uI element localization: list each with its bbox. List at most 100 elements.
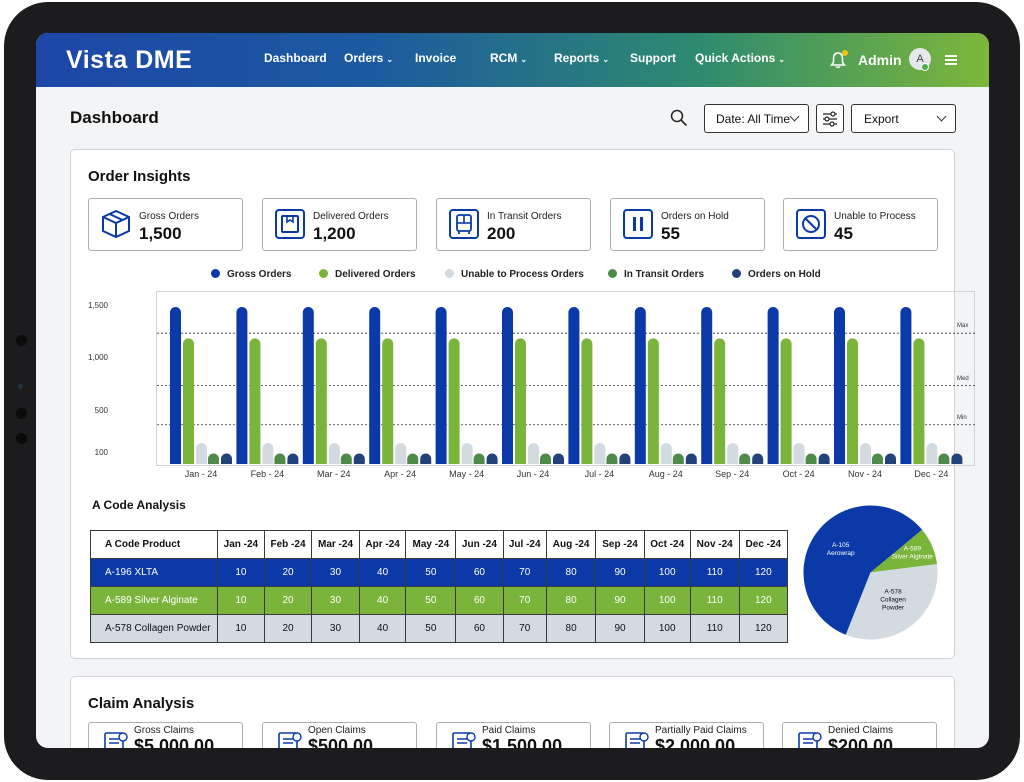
column-header[interactable]: Jun -24 [455,530,504,559]
bar[interactable] [606,453,618,464]
nav-dashboard[interactable]: Dashboard [264,51,327,65]
bar[interactable] [328,443,340,464]
nav-reports[interactable]: Reports ⌄ [554,51,610,65]
legend-delivered-orders[interactable]: Delivered Orders [319,269,416,280]
bar[interactable] [780,338,792,464]
filter-settings-button[interactable] [816,104,844,133]
bar[interactable] [660,443,672,464]
nav-rcm[interactable]: RCM ⌄ [490,51,528,65]
bar[interactable] [448,338,460,464]
table-row[interactable]: A-196 XLTA 10 20 30 40 50 60 70 80 90 100 110 120 [90,558,789,587]
bar[interactable] [473,453,485,464]
claim-kpi[interactable]: Paid Claims $1,500.00 [436,722,591,748]
column-header[interactable]: A Code Product [90,530,218,559]
bar[interactable] [727,443,739,464]
bar[interactable] [274,453,286,464]
bar[interactable] [752,453,764,464]
claim-kpi[interactable]: Gross Claims $5,000.00 [88,722,243,748]
nav-support[interactable]: Support [630,51,676,65]
column-header[interactable]: Aug -24 [545,530,597,559]
column-header[interactable]: Apr -24 [358,530,407,559]
pie-slice[interactable] [845,564,938,640]
nav-quick-actions[interactable]: Quick Actions ⌄ [695,51,785,65]
bar[interactable] [672,453,684,464]
export-dropdown[interactable]: Export [851,104,956,133]
bar[interactable] [900,307,912,464]
bar[interactable] [872,453,883,464]
bar[interactable] [315,338,327,464]
user-name[interactable]: Admin [858,52,902,68]
bar[interactable] [951,453,963,464]
bar[interactable] [528,443,539,464]
bar[interactable] [885,453,896,464]
date-filter-dropdown[interactable]: Date: All Time [704,104,809,133]
bar[interactable] [287,453,299,464]
bar[interactable] [249,338,261,464]
column-header[interactable]: Jul -24 [502,530,547,559]
kpi-delivered-orders[interactable]: Delivered Orders 1,200 [262,198,417,251]
column-header[interactable]: May -24 [405,530,457,559]
kpi-orders-on-hold[interactable]: Orders on Hold 55 [610,198,765,251]
bell-icon[interactable] [830,51,846,69]
bar[interactable] [860,443,871,464]
bar[interactable] [739,453,751,464]
bar[interactable] [236,307,248,464]
nav-orders[interactable]: Orders ⌄ [344,51,394,65]
bar[interactable] [221,453,232,464]
bar[interactable] [714,338,726,464]
column-header[interactable]: Nov -24 [689,530,740,559]
bar[interactable] [581,338,593,464]
bar[interactable] [486,453,498,464]
bar[interactable] [834,307,845,464]
legend-gross-orders[interactable]: Gross Orders [211,269,291,280]
column-header[interactable]: Feb -24 [263,530,313,559]
bar[interactable] [594,443,606,464]
bar[interactable] [540,453,551,464]
bar[interactable] [913,338,925,464]
bar[interactable] [647,338,659,464]
bar[interactable] [382,338,394,464]
bar[interactable] [805,453,817,464]
claim-kpi[interactable]: Denied Claims $200.00 [782,722,937,748]
bar[interactable] [407,453,419,464]
bar[interactable] [793,443,805,464]
kpi-in-transit-orders[interactable]: In Transit Orders 200 [436,198,591,251]
bar[interactable] [170,307,181,464]
bar[interactable] [502,307,513,464]
bar[interactable] [420,453,432,464]
bar[interactable] [183,338,194,464]
bar[interactable] [767,307,779,464]
column-header[interactable]: Mar -24 [311,530,360,559]
bar[interactable] [302,307,314,464]
search-icon[interactable] [670,109,688,127]
kpi-unable-to-process[interactable]: Unable to Process 45 [783,198,938,251]
claim-kpi[interactable]: Partially Paid Claims $2,000.00 [609,722,764,748]
bar[interactable] [369,307,381,464]
bar[interactable] [568,307,580,464]
bar[interactable] [340,453,352,464]
bar[interactable] [461,443,473,464]
column-header[interactable]: Sep -24 [595,530,645,559]
bar[interactable] [926,443,938,464]
bar[interactable] [553,453,564,464]
hamburger-menu-icon[interactable] [945,55,957,65]
bar[interactable] [395,443,407,464]
legend-unable-to-process[interactable]: Unable to Process Orders [445,269,584,280]
pie-slice[interactable] [870,529,937,573]
bar[interactable] [515,338,526,464]
bar[interactable] [262,443,274,464]
bar[interactable] [435,307,447,464]
bar[interactable] [634,307,646,464]
legend-orders-on-hold[interactable]: Orders on Hold [732,269,821,280]
bar[interactable] [701,307,713,464]
bar[interactable] [938,453,950,464]
nav-invoice[interactable]: Invoice [415,51,457,65]
column-header[interactable]: Jan -24 [217,530,265,559]
table-row[interactable]: A-578 Collagen Powder 10 20 30 40 50 60 70 80 90 1… [90,614,789,643]
bar[interactable] [685,453,697,464]
kpi-gross-orders[interactable]: Gross Orders 1,500 [88,198,243,251]
bar[interactable] [196,443,207,464]
table-row[interactable]: A-589 Silver Alginate 10 20 30 40 50 60 70 80 90 1… [90,586,789,615]
bar[interactable] [847,338,858,464]
bar[interactable] [818,453,830,464]
